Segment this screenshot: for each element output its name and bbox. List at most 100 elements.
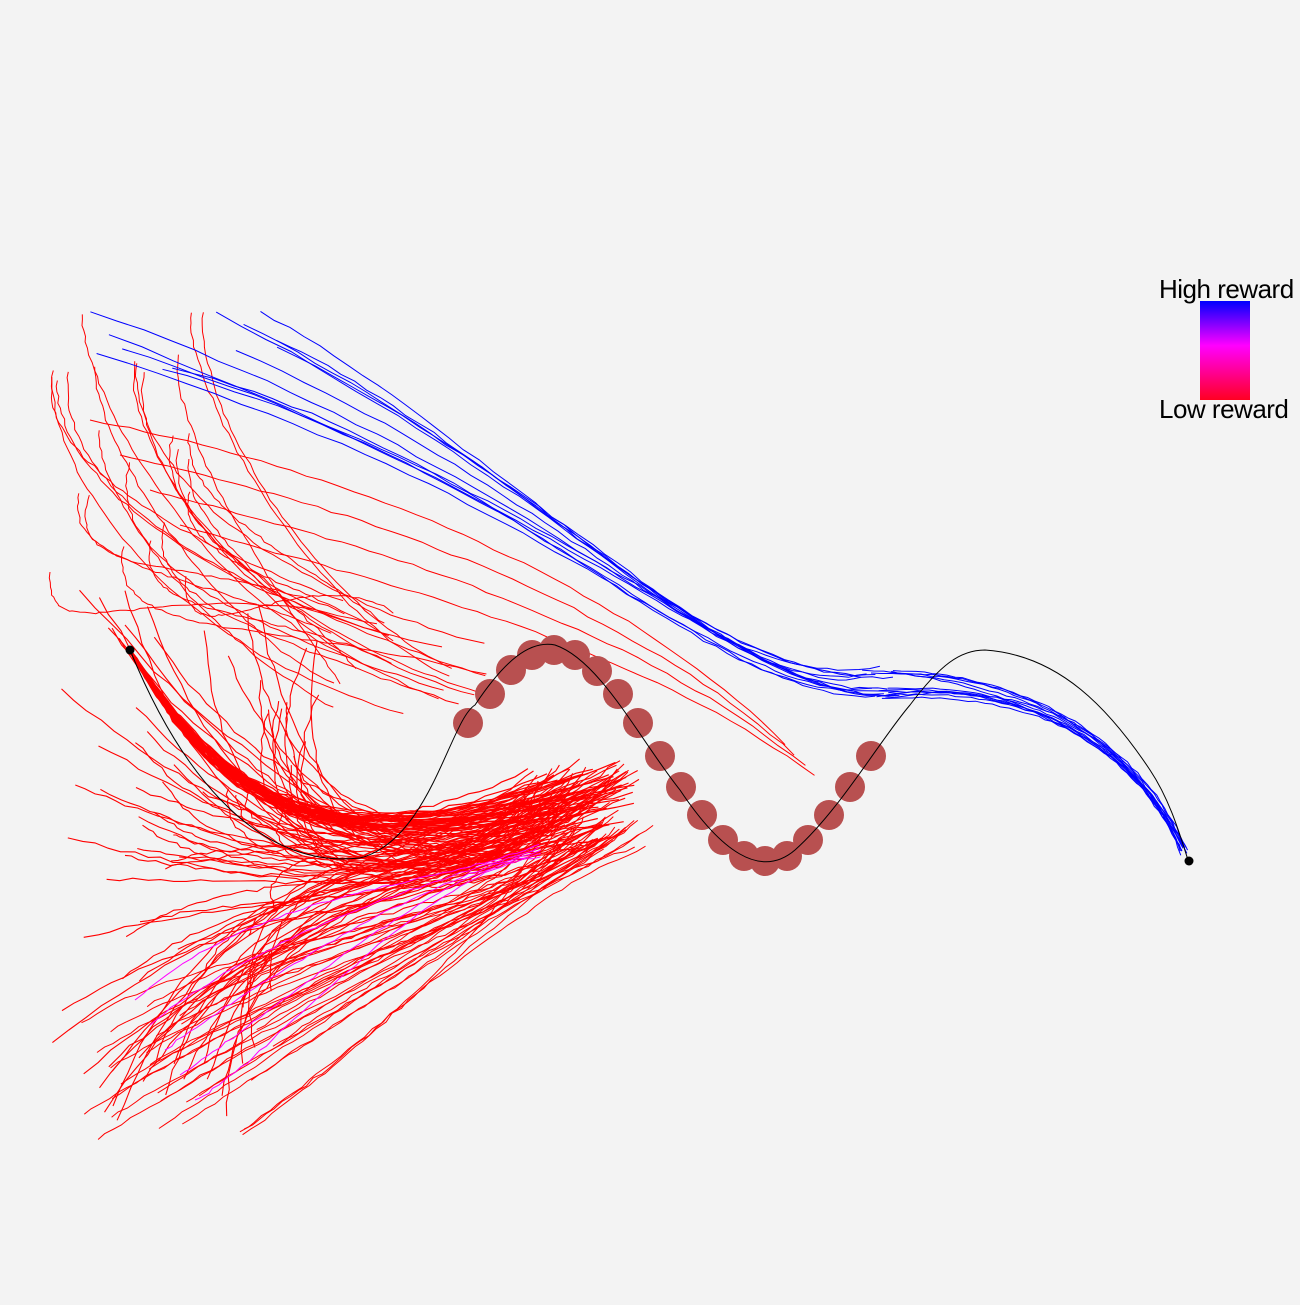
trajectory <box>51 370 404 714</box>
trajectory <box>235 350 881 671</box>
trajectory <box>256 824 654 1031</box>
trajectory <box>190 312 450 677</box>
trajectory <box>119 454 795 756</box>
goal-point <box>1184 856 1194 866</box>
obstacle <box>666 772 696 802</box>
trajectory <box>96 353 899 692</box>
trajectory <box>878 688 1182 851</box>
start-point <box>125 645 135 655</box>
trajectory <box>172 367 873 691</box>
trajectory <box>271 826 626 1010</box>
trajectory <box>104 807 586 1113</box>
trajectory <box>67 797 544 885</box>
trajectory <box>129 649 529 819</box>
trajectory <box>132 361 459 705</box>
trajectory <box>891 670 1189 851</box>
obstacle <box>856 741 886 771</box>
trajectory <box>187 458 357 669</box>
obstacle <box>687 800 717 830</box>
trajectory <box>84 494 345 615</box>
trajectory <box>157 817 606 1094</box>
trajectory <box>243 823 548 1130</box>
low-reward-trajectories <box>48 312 815 1140</box>
trajectory <box>276 339 876 677</box>
trajectory <box>108 334 888 690</box>
trajectory <box>885 691 1181 852</box>
trajectory <box>98 430 334 708</box>
trajectory <box>149 489 806 766</box>
trajectory <box>96 846 635 1053</box>
trajectory <box>106 797 526 885</box>
trajectory <box>124 778 640 878</box>
trajectory <box>146 828 576 1008</box>
trajectory <box>165 803 527 1096</box>
trajectory <box>160 839 580 1102</box>
obstacle <box>496 655 526 685</box>
reward-colorbar <box>1200 301 1250 400</box>
trajectory <box>149 816 584 1066</box>
trajectory <box>215 311 867 678</box>
trajectory <box>179 524 815 776</box>
obstacle <box>453 708 483 738</box>
trajectory <box>296 694 526 878</box>
trajectory <box>194 856 541 1101</box>
trajectory <box>55 380 443 648</box>
trajectory <box>111 795 577 1072</box>
obstacles <box>453 635 886 876</box>
trajectory <box>148 540 392 664</box>
obstacle <box>603 679 633 709</box>
trajectory <box>894 672 1182 856</box>
trajectory <box>156 823 601 1037</box>
obstacle <box>475 679 505 709</box>
trajectory <box>89 419 786 746</box>
obstacle <box>645 741 675 771</box>
trajectory <box>260 713 606 864</box>
obstacle <box>582 656 612 686</box>
endpoints <box>125 645 1194 866</box>
trajectory <box>870 672 1184 848</box>
trajectory <box>134 363 485 644</box>
trajectory <box>179 852 541 1076</box>
trajectory <box>110 826 616 1033</box>
trajectory <box>129 649 583 819</box>
trajectory <box>97 826 559 1140</box>
trajectory <box>248 824 606 936</box>
trajectory <box>100 777 610 858</box>
trajectory <box>94 366 335 684</box>
obstacle <box>623 708 653 738</box>
trajectory <box>66 371 389 637</box>
mid-reward-trajectories <box>134 843 541 1101</box>
trajectory <box>148 816 614 1070</box>
legend-low-label: Low reward <box>1159 394 1289 424</box>
obstacle <box>793 825 823 855</box>
trajectory <box>182 832 622 1125</box>
trajectory <box>129 649 610 821</box>
trajectory <box>134 843 540 1001</box>
trajectory <box>243 323 896 697</box>
trajectory <box>162 368 894 680</box>
trajectory <box>275 792 591 871</box>
trajectory <box>276 346 884 696</box>
trajectory <box>862 669 1185 847</box>
trajectory <box>892 670 1187 849</box>
trajectory <box>76 493 332 634</box>
trajectory <box>164 849 541 1051</box>
trajectory <box>129 649 614 818</box>
trajectory <box>129 649 581 826</box>
high-reward-trajectories <box>90 310 1189 856</box>
trajectory <box>81 844 595 1024</box>
trajectory <box>876 691 1186 848</box>
trajectory <box>881 693 1184 849</box>
trajectory <box>61 828 620 1012</box>
trajectory <box>83 838 594 1115</box>
trajectory <box>146 731 566 867</box>
reference-path <box>129 643 1189 863</box>
trajectory <box>242 836 616 1136</box>
trajectory <box>269 837 599 992</box>
trajectory <box>272 820 635 1047</box>
trajectory <box>122 348 876 698</box>
trajectory <box>179 837 602 1017</box>
trajectory <box>201 312 452 669</box>
